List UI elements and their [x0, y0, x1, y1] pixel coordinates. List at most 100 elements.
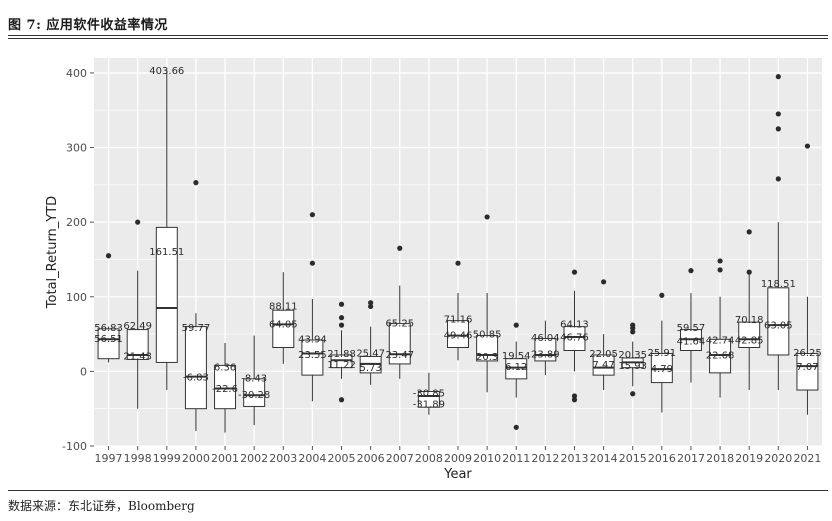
outlier-point [659, 292, 665, 298]
value-label-upper: 46.04 [531, 333, 560, 344]
box-iqr [155, 226, 178, 363]
outlier-point [775, 74, 781, 80]
value-label-lower: -6.83 [183, 372, 209, 383]
box-2013 [563, 269, 586, 403]
box-2015 [621, 322, 644, 397]
value-label-lower: 7.07 [796, 362, 818, 373]
x-tick-label: 2006 [357, 452, 385, 465]
value-label-lower: 63.05 [764, 320, 793, 331]
outlier-point [571, 397, 578, 403]
outlier-point [135, 219, 141, 225]
value-label-lower: 4.79 [651, 364, 673, 375]
value-label-lower: 23.55 [298, 350, 327, 361]
value-label-lower: 11.22 [327, 360, 356, 371]
outlier-point [397, 245, 403, 251]
value-label-upper: 21.88 [327, 349, 356, 360]
y-tick-label: 0 [80, 365, 87, 378]
title-rule [8, 35, 828, 36]
outlier-point [338, 315, 345, 321]
box-2019 [738, 229, 761, 391]
box-2014 [592, 279, 615, 391]
value-label-lower: 7.47 [592, 360, 614, 371]
value-label-upper: 25.47 [356, 348, 385, 359]
x-tick-label: 2013 [560, 452, 588, 465]
outlier-point [338, 397, 345, 403]
box-2006 [359, 300, 382, 385]
x-tick-label: 2011 [502, 452, 530, 465]
value-label-lower: -31.89 [413, 399, 445, 410]
x-tick-label: 2000 [182, 452, 210, 465]
box-iqr [563, 326, 586, 351]
box-2007 [388, 245, 411, 379]
value-label-upper: 62.49 [123, 321, 152, 332]
source-rule [8, 490, 828, 491]
value-label-upper: 42.74 [706, 335, 735, 346]
outlier-point [193, 180, 199, 186]
value-label-upper: 70.18 [735, 315, 764, 326]
value-label-upper: -8.43 [241, 374, 267, 385]
box-2016 [650, 292, 673, 413]
outlier-point [717, 258, 723, 264]
outlier-point [484, 214, 490, 220]
value-label-upper: 19.54 [502, 351, 531, 362]
outlier-point [601, 279, 607, 285]
outlier-point [338, 301, 345, 307]
x-tick-label: 2017 [677, 452, 705, 465]
y-axis-title: Total_Return_YTD [45, 196, 60, 309]
value-label-lower: 64.05 [269, 320, 298, 331]
box-iqr [243, 378, 266, 407]
outlier-point [775, 111, 781, 117]
value-label-lower: 20.3 [476, 352, 498, 363]
outlier-point [804, 143, 811, 149]
box-2001 [214, 343, 237, 433]
x-tick-label: 2016 [648, 452, 676, 465]
box-2000 [184, 180, 207, 432]
box-2010 [476, 214, 499, 393]
x-tick-label: 2021 [793, 452, 821, 465]
outlier-point [630, 391, 636, 397]
box-iqr [505, 358, 528, 380]
outlier-point [513, 322, 519, 328]
box-1998 [126, 219, 149, 409]
box-2021 [796, 143, 819, 415]
value-label-lower: 23.89 [531, 350, 560, 361]
box-2004 [301, 212, 324, 402]
value-label-lower: 161.51 [149, 247, 184, 258]
x-tick-label: 2002 [240, 452, 268, 465]
title-rule-secondary [8, 38, 828, 39]
value-label-upper: 403.66 [149, 66, 184, 77]
box-iqr [592, 354, 615, 376]
value-label-upper: 26.25 [793, 348, 822, 359]
x-tick-label: 2005 [328, 452, 356, 465]
outlier-point [105, 253, 112, 259]
y-tick-label: -100 [62, 440, 87, 453]
box-2003 [272, 272, 295, 364]
x-tick-label: 2003 [269, 452, 297, 465]
x-tick-label: 2014 [590, 452, 618, 465]
y-tick-label: 100 [66, 291, 87, 304]
box-iqr [97, 328, 120, 360]
box-iqr [767, 287, 790, 356]
box-2005 [330, 301, 353, 403]
x-axis-title: Year [443, 467, 472, 482]
box-iqr [709, 338, 732, 374]
box-2018 [709, 258, 732, 398]
value-label-upper: 20.35 [618, 350, 647, 361]
box-iqr [738, 321, 761, 349]
outlier-point [717, 267, 723, 273]
x-tick-label: 2007 [386, 452, 414, 465]
box-iqr [126, 329, 149, 360]
x-tick-label: 1998 [124, 452, 152, 465]
source-note: 数据来源：东北证券，Bloomberg [8, 499, 195, 513]
x-tick-label: 2004 [298, 452, 326, 465]
box-iqr [184, 326, 207, 410]
value-label-lower: 42.85 [735, 335, 764, 346]
box-2020 [767, 74, 790, 391]
value-label-upper: 50.85 [473, 329, 502, 340]
outlier-point [309, 212, 315, 218]
x-tick-label: 2009 [444, 452, 472, 465]
y-tick-label: 200 [66, 216, 87, 229]
box-2002 [243, 335, 266, 426]
box-2012 [534, 320, 557, 376]
value-label-lower: -30.28 [238, 390, 270, 401]
